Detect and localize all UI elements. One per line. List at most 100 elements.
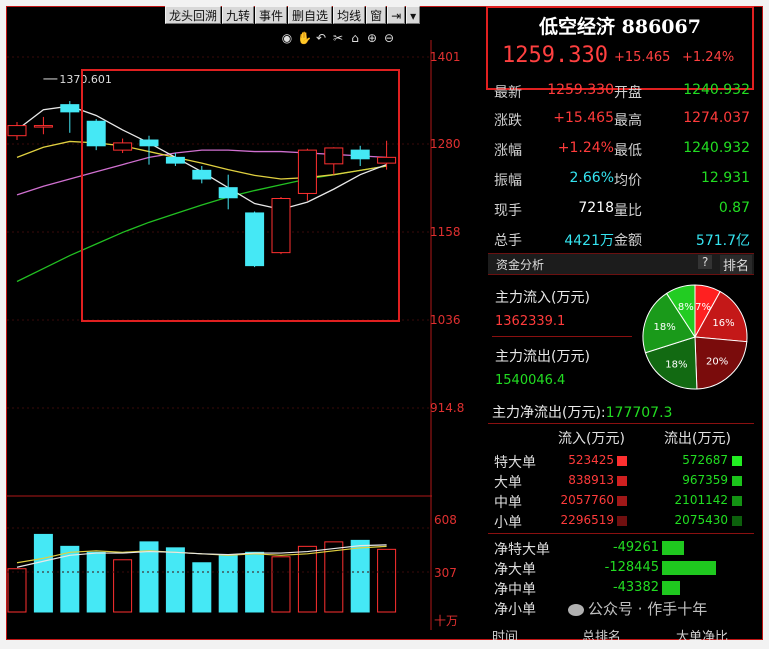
candle-body [33, 125, 53, 128]
rank-button[interactable]: 排名 [720, 255, 753, 274]
pie-label: 18% [665, 359, 687, 370]
inflow-value: 1362339.1 [495, 314, 566, 329]
watermark: 公众号 · 作手十年 [568, 598, 707, 619]
outflow-label: 主力流出(万元) [495, 349, 590, 365]
stat-value: 7218 [578, 200, 614, 216]
order-out-marker [732, 456, 742, 466]
price-tick: 914.8 [430, 401, 465, 415]
volume-bar [139, 541, 159, 613]
volume-bar [350, 539, 370, 613]
net-order-label: 净中单 [494, 582, 536, 598]
toolbar-nine-turn[interactable]: 九转 [222, 6, 255, 24]
price-tick: 1280 [430, 137, 461, 151]
stat-label: 开盘 [614, 85, 642, 101]
candle-body [113, 142, 133, 151]
stat-label: 涨跌 [494, 113, 522, 129]
candle-body [7, 125, 27, 137]
stat-row: 涨幅 +1.24% 最低 1240.932 [488, 136, 750, 164]
net-order-label: 净小单 [494, 602, 536, 618]
stat-label: 总手 [494, 233, 522, 249]
toolbar-arrow-icon[interactable]: ⇥ [387, 6, 406, 24]
volume-bar [7, 568, 27, 613]
candle-body [165, 156, 185, 164]
lock-icon[interactable]: ⌂ [351, 31, 359, 45]
help-button[interactable]: ? [698, 255, 713, 269]
net-outflow-value: 177707.3 [605, 405, 673, 421]
stat-row: 涨跌 +15.465 最高 1274.037 [488, 106, 750, 134]
volume-bar [297, 545, 317, 613]
order-row: 中单 2057760 2101142 [490, 491, 754, 511]
stat-value: +1.24% [557, 140, 614, 156]
candle-body [60, 104, 80, 113]
fund-flow-pie: 7%16%20%18%18%8% [642, 284, 748, 390]
orders-header-out: 流出(万元) [664, 431, 731, 447]
volume-bar [113, 559, 133, 613]
stat-value: 1240.932 [683, 82, 750, 98]
stat-row: 最新 1259.330 开盘 1240.932 [488, 78, 750, 106]
order-in: 523425 [568, 453, 614, 467]
stat-value: 4421万 [564, 233, 614, 249]
net-order-row: 净小单 [490, 598, 754, 618]
stat-value: 12.931 [701, 170, 750, 186]
toolbar-window[interactable]: 窗 [366, 6, 387, 24]
order-row: 小单 2296519 2075430 [490, 511, 754, 531]
footer-time: 时间 [492, 630, 519, 640]
stat-label: 金额 [614, 233, 642, 249]
candle-body [297, 149, 317, 194]
volume-bar [60, 545, 80, 613]
order-in-marker [617, 476, 627, 486]
order-out: 2075430 [674, 513, 728, 527]
zoom-in-icon[interactable]: ⊕ [366, 31, 378, 45]
toolbar-remove-watchlist[interactable]: 删自选 [288, 6, 333, 24]
outflow-value: 1540046.4 [495, 373, 566, 388]
candle-body [192, 169, 212, 180]
volume-bar [324, 541, 344, 613]
scissors-icon[interactable]: ✂ [332, 31, 344, 45]
volume-bar [245, 551, 265, 613]
net-order-bar [662, 561, 716, 575]
order-out: 967359 [682, 473, 728, 487]
volume-bar [33, 533, 53, 613]
toolbar-dropdown-icon[interactable]: ▾ [406, 6, 421, 24]
candle-body [271, 197, 291, 254]
toolbar-dragon-backtrack[interactable]: 龙头回溯 [165, 6, 222, 24]
pie-slice [642, 292, 696, 354]
zoom-out-icon[interactable]: ⊖ [383, 31, 395, 45]
stat-row: 总手 4421万 金额 571.7亿 [488, 226, 750, 254]
hand-icon[interactable]: ✋ [297, 31, 312, 45]
pie-label: 7% [695, 302, 711, 313]
high-label: 1370.601 [59, 73, 112, 86]
order-in: 838913 [568, 473, 614, 487]
index-name: 低空经济 886067 [539, 16, 701, 38]
ma-line-yellow [16, 140, 387, 180]
order-in: 2296519 [560, 513, 614, 527]
stat-label: 最高 [614, 113, 642, 129]
price-tick: 1036 [430, 313, 461, 327]
fund-analysis-bar: 资金分析 ? 排名 [488, 253, 754, 275]
stat-value: 0.87 [718, 200, 750, 216]
order-in-marker [617, 516, 627, 526]
net-order-value: -49261 [612, 540, 659, 555]
order-row: 大单 838913 967359 [490, 471, 754, 491]
undo-icon[interactable]: ↶ [315, 31, 327, 45]
order-in-marker [617, 496, 627, 506]
candle-body [377, 156, 397, 164]
wechat-icon [568, 603, 584, 616]
pie-label: 20% [706, 356, 728, 367]
stat-value: 571.7亿 [695, 233, 750, 249]
eye-icon[interactable]: ◉ [281, 31, 293, 45]
toolbar-events[interactable]: 事件 [255, 6, 288, 24]
order-row: 特大单 523425 572687 [490, 451, 754, 471]
volume-bar [271, 556, 291, 613]
toolbar-moving-average[interactable]: 均线 [333, 6, 366, 24]
order-out-marker [732, 496, 742, 506]
net-order-label: 净大单 [494, 562, 536, 578]
net-order-bar [662, 581, 680, 595]
net-order-row: 净中单 -43382 [490, 578, 754, 598]
order-label: 中单 [494, 495, 522, 511]
stat-row: 现手 7218 量比 0.87 [488, 196, 750, 224]
pie-slice [694, 290, 748, 343]
order-in-marker [617, 456, 627, 466]
price-tick: 1158 [430, 225, 461, 239]
net-order-row: 净大单 -128445 [490, 558, 754, 578]
